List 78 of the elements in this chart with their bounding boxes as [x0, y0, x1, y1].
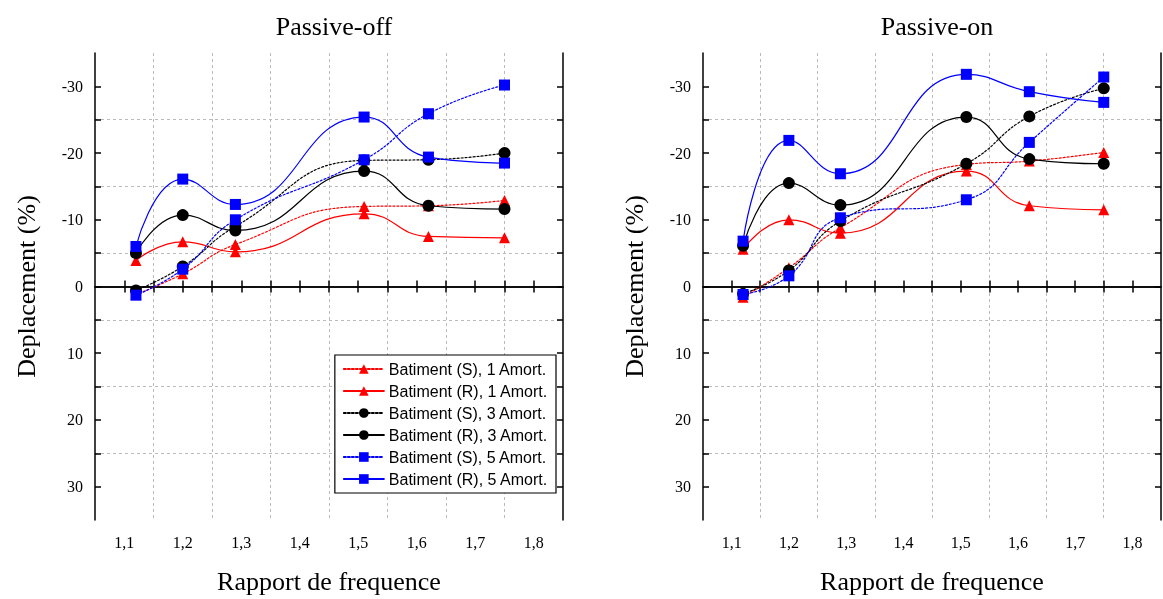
x-axis-title: Rapport de frequence	[820, 566, 1044, 596]
y-tick-label: 0	[683, 278, 691, 295]
x-tick-label: 1,3	[231, 533, 252, 551]
point	[229, 198, 241, 210]
y-tick-label: -10	[61, 211, 83, 229]
chart-title: Passive-on	[880, 11, 994, 41]
point	[130, 240, 142, 252]
x-tick-label: 1,7	[465, 533, 486, 551]
point	[960, 111, 973, 124]
point	[358, 165, 371, 178]
y-tick-label: 30	[67, 478, 83, 496]
point	[1097, 82, 1110, 95]
y-tick-label: 10	[675, 344, 691, 362]
y-tick-label: 20	[67, 411, 83, 429]
point	[1098, 71, 1110, 83]
point	[1098, 96, 1110, 108]
x-tick-label: 1,2	[778, 533, 799, 551]
y-axis-title: Deplacement (%)	[11, 195, 41, 378]
point	[177, 236, 189, 248]
point	[960, 68, 972, 80]
point	[783, 270, 795, 282]
x-tick-label: 1,5	[348, 533, 369, 551]
x-tick-label: 1,5	[950, 533, 971, 551]
point	[499, 157, 510, 169]
legend-label: Batiment (R), 3 Amort.	[388, 426, 548, 444]
y-tick-label: -20	[669, 144, 691, 162]
point	[229, 214, 241, 226]
y-tick-label: -30	[61, 77, 83, 95]
x-tick-label: 1,4	[893, 533, 914, 551]
y-tick-label: 10	[67, 344, 83, 362]
y-tick-label: 20	[675, 411, 691, 429]
point	[783, 214, 795, 226]
x-tick-label: 1,8	[523, 533, 544, 551]
point	[737, 235, 749, 247]
point	[834, 199, 847, 212]
point	[499, 232, 510, 244]
legend-label: Batiment (S), 5 Amort.	[388, 448, 547, 466]
point	[783, 134, 795, 146]
point	[1097, 157, 1110, 170]
y-tick-label: 30	[675, 478, 691, 496]
x-tick-label: 1,4	[289, 533, 310, 551]
x-tick-label: 1,7	[1065, 533, 1086, 551]
point	[1098, 146, 1110, 158]
point	[499, 79, 510, 91]
x-tick-label: 1,3	[836, 533, 857, 551]
point	[782, 177, 795, 190]
y-tick-label: -20	[61, 144, 83, 162]
x-tick-label: 1,6	[406, 533, 427, 551]
point	[358, 111, 370, 123]
x-tick-label: 1,1	[721, 533, 742, 551]
legend-label: Batiment (S), 3 Amort.	[388, 404, 547, 422]
point	[498, 203, 511, 216]
point	[834, 168, 846, 180]
legend-label: Batiment (R), 1 Amort.	[388, 382, 548, 400]
legend-label: Batiment (R), 5 Amort.	[388, 470, 548, 488]
x-axis-title: Rapport de frequence	[217, 566, 441, 596]
point	[229, 238, 241, 250]
point	[1023, 200, 1035, 212]
x-tick-label: 1,2	[172, 533, 193, 551]
x-tick-label: 1,8	[1122, 533, 1143, 551]
y-tick-label: -10	[669, 211, 691, 229]
x-tick-label: 1,6	[1007, 533, 1028, 551]
point	[1023, 110, 1036, 123]
point	[422, 108, 434, 120]
legend-label: Batiment (S), 1 Amort.	[388, 360, 547, 378]
point	[422, 230, 434, 242]
point	[1023, 136, 1035, 148]
chart-title: Passive-off	[275, 11, 393, 41]
y-tick-label: -30	[669, 77, 691, 95]
y-axis-title: Deplacement (%)	[619, 195, 649, 378]
point	[177, 173, 189, 185]
x-tick-label: 1,1	[114, 533, 135, 551]
point	[1023, 86, 1035, 98]
point	[1098, 204, 1110, 216]
y-tick-label: 0	[75, 278, 83, 295]
point	[960, 194, 972, 206]
point	[834, 212, 846, 224]
point	[176, 209, 189, 222]
